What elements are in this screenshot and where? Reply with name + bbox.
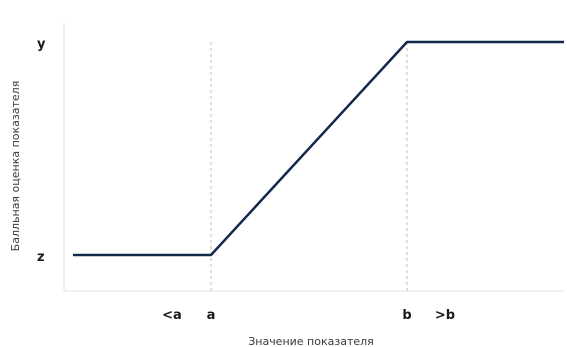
- reference-lines: [210, 42, 408, 291]
- y-tick-label-bottom: z: [37, 250, 45, 265]
- y-tick-label-top: y: [37, 37, 46, 52]
- x-tick-label-less-a: <a: [162, 308, 182, 323]
- series-line-0: [73, 40, 564, 257]
- x-tick-label-a: a: [207, 308, 216, 323]
- x-axis-title: Значение показателя: [248, 335, 374, 347]
- x-tick-label-b: b: [402, 308, 411, 323]
- x-tick-label-greater-b: >b: [435, 308, 455, 323]
- series-layer: [73, 40, 564, 257]
- y-axis-title: Балльная оценка показателя: [9, 81, 22, 252]
